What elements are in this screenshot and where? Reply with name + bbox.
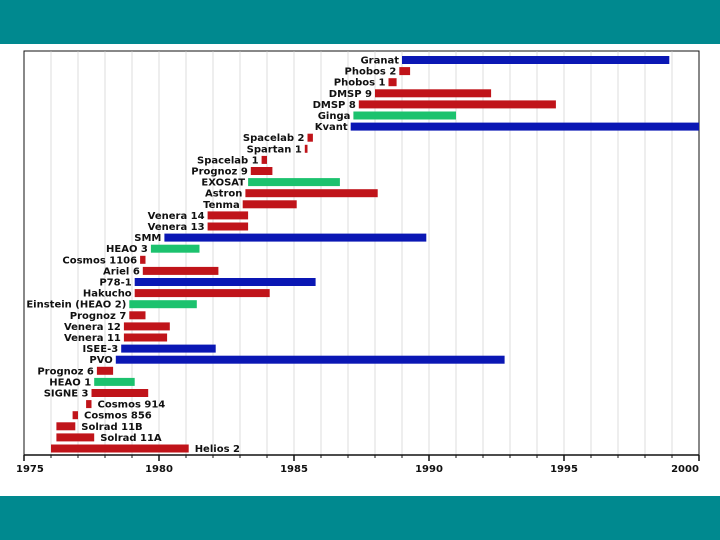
bar-granat (402, 56, 670, 64)
bar-spartan-1 (304, 144, 308, 153)
label-solrad-11b: Solrad 11B (81, 422, 142, 433)
x-axis: 1975 1980 1985 1990 1995 2000 (16, 454, 700, 475)
label-heao-3: HEAO 3 (106, 244, 148, 255)
bar-signe-3 (91, 389, 149, 397)
bar-isee-3 (121, 344, 216, 353)
label-hakucho: Hakucho (83, 289, 132, 300)
label-helios-2: Helios 2 (195, 444, 240, 455)
label-pvo: PVO (89, 355, 112, 366)
x-tick-label-1975: 1975 (16, 464, 44, 475)
label-spartan-1: Spartan 1 (247, 144, 302, 155)
bar-spacelab-1 (261, 155, 267, 164)
label-smm: SMM (134, 233, 161, 244)
bar-p78-1 (134, 278, 316, 286)
label-dmsp-9: DMSP 9 (329, 89, 372, 100)
bar-exosat (248, 178, 340, 187)
label-tenma: Tenma (203, 200, 240, 211)
label-venera-11: Venera 11 (64, 333, 121, 344)
x-tick-label-1985: 1985 (280, 464, 308, 475)
label-venera-14: Venera 14 (148, 211, 205, 222)
bar-venera-13 (207, 222, 249, 231)
label-cosmos-914: Cosmos 914 (98, 400, 166, 411)
bar-cosmos-914 (86, 400, 92, 409)
bar-venera-14 (207, 211, 249, 220)
label-cosmos-1106: Cosmos 1106 (62, 255, 137, 266)
label-isee-3: ISEE-3 (82, 344, 118, 355)
label-prognoz-7: Prognoz 7 (70, 311, 127, 322)
label-astron: Astron (205, 189, 242, 200)
x-tick-label-1980: 1980 (145, 464, 173, 475)
bar-spacelab-2 (307, 133, 313, 142)
bar-dmsp-8 (358, 100, 556, 109)
label-phobos-1: Phobos 1 (334, 78, 386, 89)
label-solrad-11a: Solrad 11A (100, 433, 162, 444)
bar-dmsp-9 (375, 89, 492, 98)
bar-prognoz-9 (250, 167, 273, 175)
x-tick-label-1990: 1990 (415, 464, 443, 475)
bar-astron (245, 189, 378, 198)
bar-tenma (242, 200, 297, 209)
bar-smm (164, 233, 427, 242)
bar-pvo (115, 355, 505, 364)
bar-einstein-heao-2 (129, 300, 197, 309)
label-ginga: Ginga (318, 111, 351, 122)
bar-prognoz-7 (129, 311, 146, 320)
bar-ariel-6 (142, 266, 219, 275)
label-exosat: EXOSAT (201, 178, 245, 189)
bar-cosmos-1106 (140, 255, 146, 264)
label-prognoz-6: Prognoz 6 (37, 366, 94, 377)
bar-venera-11 (123, 333, 168, 342)
label-cosmos-856: Cosmos 856 (84, 411, 152, 422)
header-band (0, 0, 720, 44)
label-phobos-2: Phobos 2 (345, 67, 397, 78)
bar-layer (51, 56, 699, 453)
label-venera-12: Venera 12 (64, 322, 121, 333)
label-ariel-6: Ariel 6 (103, 266, 140, 277)
label-spacelab-1: Spacelab 1 (197, 155, 259, 166)
x-tick-label-2000: 2000 (671, 464, 699, 475)
footer-band (0, 496, 720, 540)
bar-ginga (353, 111, 456, 120)
label-signe-3: SIGNE 3 (44, 389, 89, 400)
label-einstein-heao-2: Einstein (HEAO 2) (26, 300, 126, 311)
label-heao-1: HEAO 1 (49, 377, 91, 388)
bar-prognoz-6 (96, 366, 114, 375)
bar-kvant (350, 122, 699, 131)
bar-heao-3 (150, 244, 200, 253)
bar-phobos-2 (399, 67, 411, 76)
bar-heao-1 (94, 377, 135, 386)
label-kvant: Kvant (315, 122, 348, 133)
label-dmsp-8: DMSP 8 (313, 100, 356, 111)
bar-solrad-11a (56, 433, 95, 442)
label-spacelab-2: Spacelab 2 (243, 133, 305, 144)
label-granat: Granat (360, 56, 399, 67)
bar-solrad-11b (56, 422, 76, 431)
x-tick-label-1995: 1995 (550, 464, 578, 475)
bar-hakucho (134, 289, 270, 298)
bar-phobos-1 (388, 78, 397, 87)
bar-helios-2 (51, 444, 189, 453)
bar-cosmos-856 (72, 411, 78, 420)
label-p78-1: P78-1 (99, 278, 131, 289)
label-prognoz-9: Prognoz 9 (191, 167, 248, 178)
bar-venera-12 (123, 322, 170, 331)
label-venera-13: Venera 13 (148, 222, 205, 233)
